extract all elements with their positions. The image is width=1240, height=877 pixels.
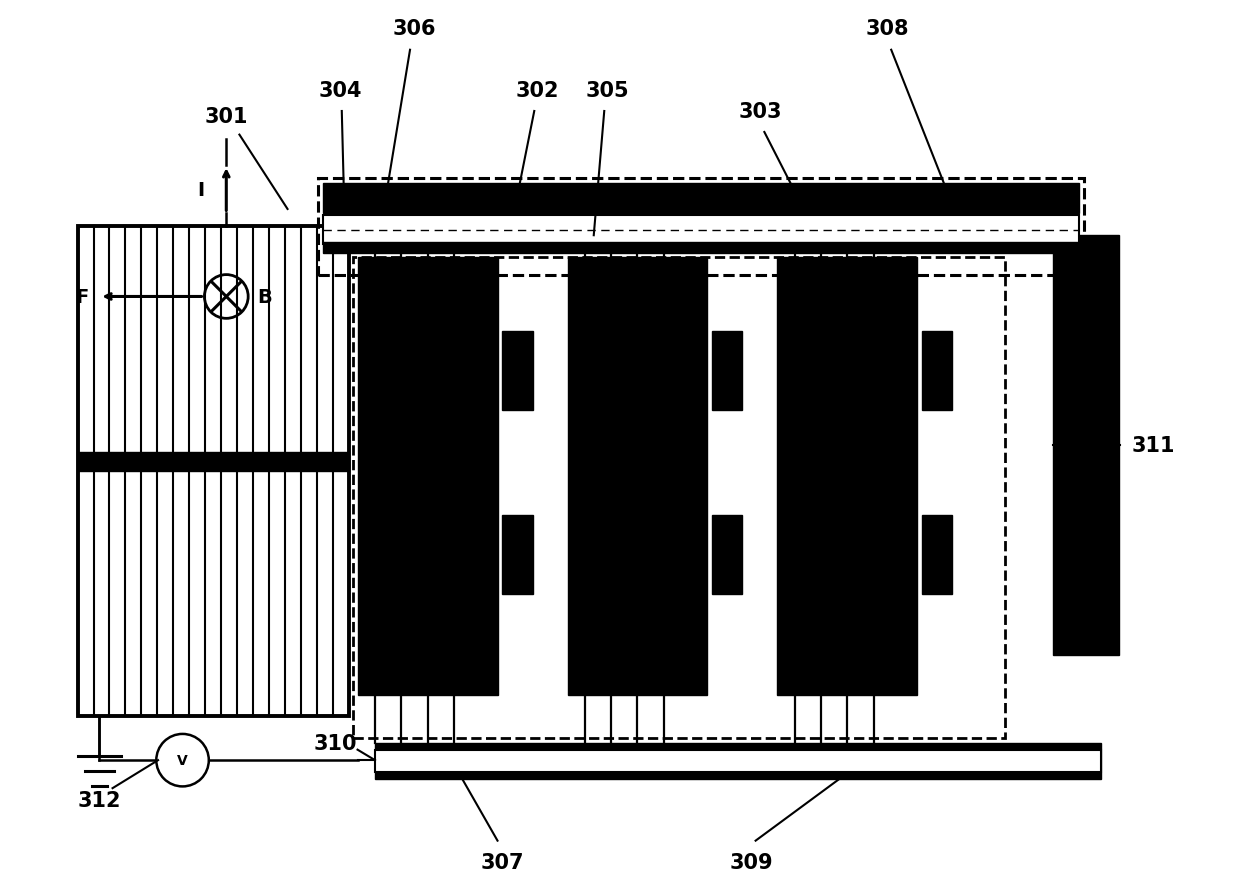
Text: 310: 310 [314, 733, 357, 752]
Text: 311: 311 [1132, 436, 1176, 456]
Text: I: I [197, 181, 205, 200]
Bar [322, 243, 1079, 253]
Bar [374, 743, 1101, 780]
Bar [1053, 236, 1118, 655]
Text: V: V [177, 753, 188, 767]
Bar [374, 750, 1101, 773]
Text: 308: 308 [866, 19, 909, 39]
Text: F: F [76, 288, 89, 307]
Text: B: B [257, 288, 272, 307]
Text: 306: 306 [393, 19, 436, 39]
Text: 301: 301 [205, 107, 248, 126]
Bar [712, 516, 743, 595]
Bar [921, 516, 952, 595]
Text: 309: 309 [729, 852, 773, 872]
Bar [502, 516, 532, 595]
Text: 304: 304 [319, 81, 362, 101]
Bar [502, 332, 532, 410]
Bar [777, 258, 918, 695]
Bar [921, 332, 952, 410]
Text: 312: 312 [78, 789, 122, 809]
Text: 307: 307 [480, 852, 523, 872]
Bar [322, 183, 1079, 214]
Circle shape [156, 734, 208, 787]
Text: 302: 302 [515, 81, 559, 101]
Bar [568, 258, 708, 695]
Bar [357, 258, 497, 695]
Bar [712, 332, 743, 410]
Text: 303: 303 [738, 103, 781, 123]
Bar [322, 216, 1079, 245]
Bar [78, 227, 348, 717]
Text: 305: 305 [585, 81, 629, 101]
Bar [78, 453, 348, 472]
